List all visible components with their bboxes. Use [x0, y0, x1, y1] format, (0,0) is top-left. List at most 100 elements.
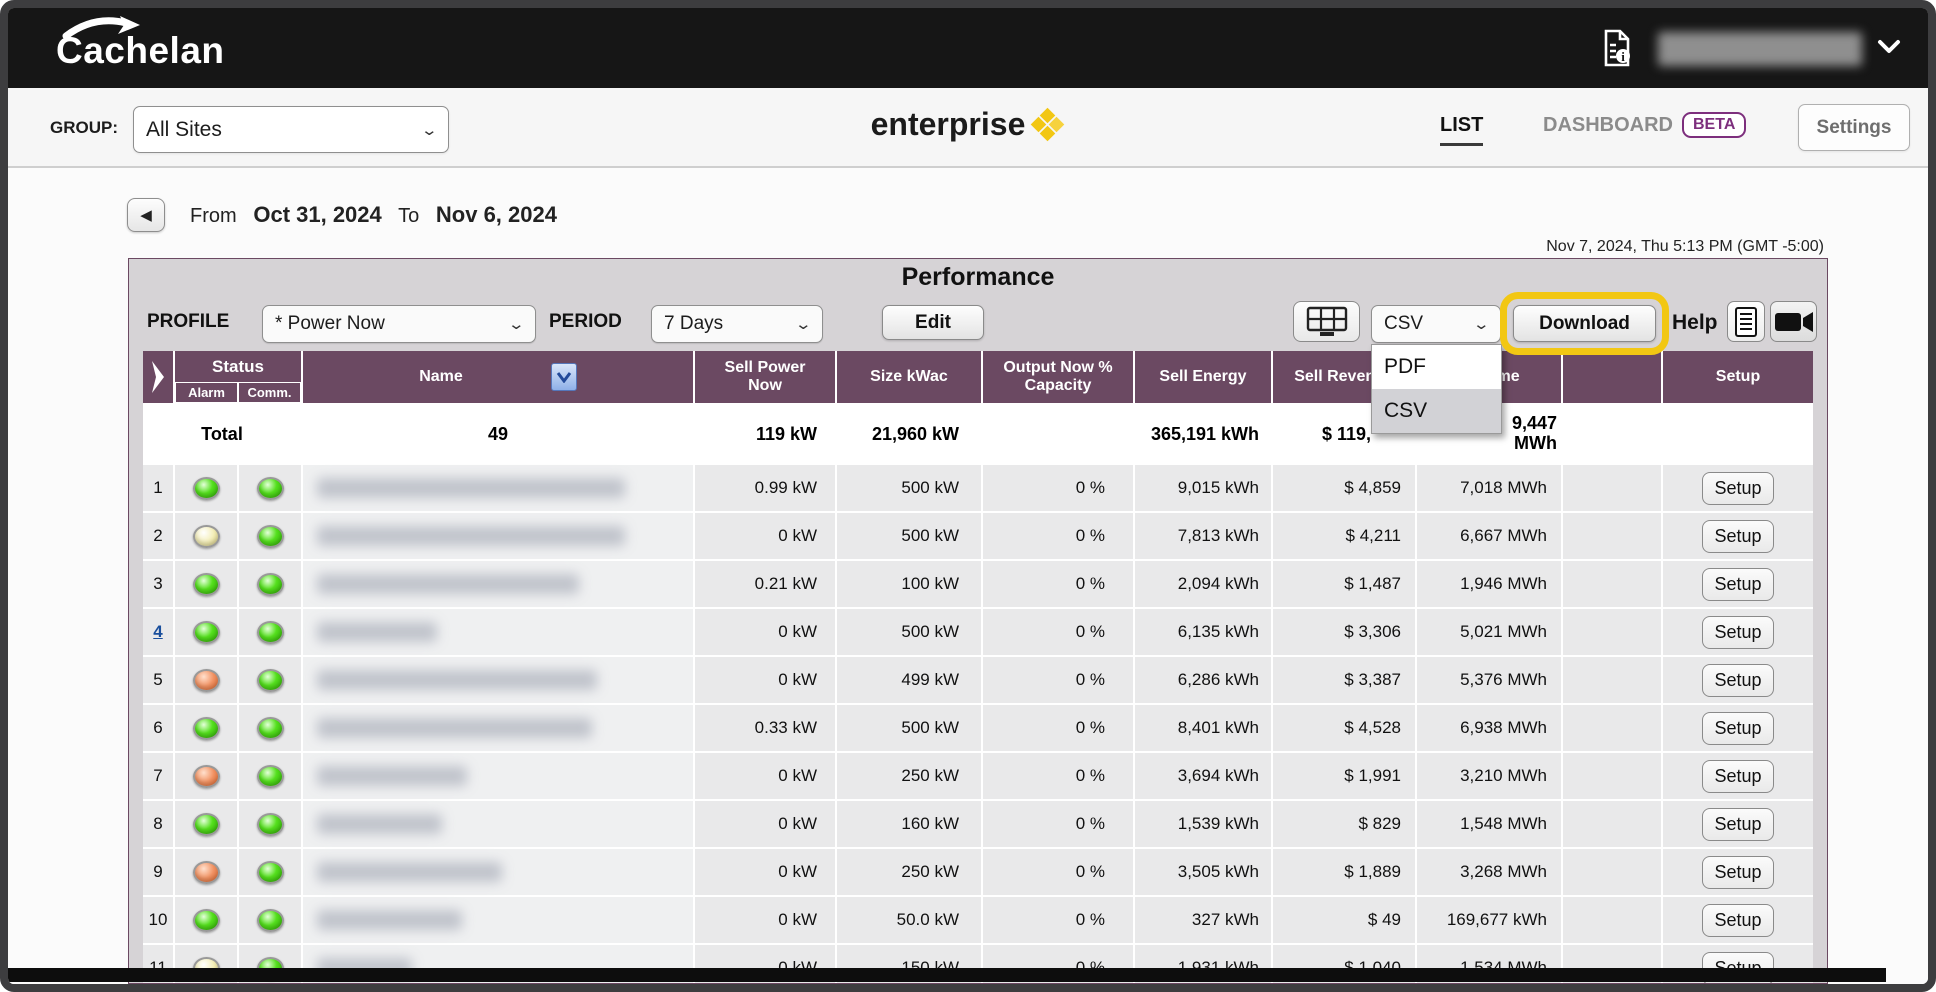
site-name-redacted[interactable] — [303, 753, 693, 799]
tab-dashboard[interactable]: DASHBOARD — [1543, 114, 1673, 136]
cell-size-kwac: 100 kW — [837, 561, 981, 607]
column-header-name[interactable]: Name — [303, 351, 693, 403]
setup-button[interactable]: Setup — [1702, 903, 1774, 937]
comm-led-green — [256, 572, 284, 596]
help-video-button[interactable] — [1770, 301, 1817, 342]
redacted-name-blur — [317, 574, 579, 594]
cell-blank — [1563, 465, 1661, 511]
cell-size-kwac: 500 kW — [837, 465, 981, 511]
site-name-redacted[interactable] — [303, 801, 693, 847]
cell-output-now-capacity: 0 % — [983, 465, 1133, 511]
cell-lifetime: 6,667 MWh — [1417, 513, 1561, 559]
column-header-setup[interactable]: Setup — [1663, 351, 1813, 403]
row-number-link[interactable]: 4 — [153, 622, 163, 641]
column-header-expand[interactable] — [143, 351, 173, 403]
setup-button[interactable]: Setup — [1702, 519, 1774, 553]
site-name-redacted[interactable] — [303, 705, 693, 751]
row-number[interactable]: 4 — [143, 609, 173, 655]
tab-list[interactable]: LIST — [1440, 114, 1484, 146]
site-name-redacted[interactable] — [303, 849, 693, 895]
download-button[interactable]: Download — [1513, 305, 1656, 342]
cell-output-now-capacity: 0 % — [983, 753, 1133, 799]
setup-button[interactable]: Setup — [1702, 567, 1774, 601]
previous-period-button[interactable]: ◀ — [127, 198, 165, 232]
alarm-status-cell — [175, 513, 237, 559]
from-label: From — [190, 205, 237, 227]
period-select-value: 7 Days — [664, 313, 724, 334]
profile-select[interactable]: * Power Now ⌄ — [262, 305, 536, 343]
column-header-alarm[interactable]: Alarm — [175, 382, 238, 403]
alarm-led-green — [192, 476, 220, 500]
document-info-icon[interactable]: i — [1602, 28, 1632, 73]
cell-size-kwac: 500 kW — [837, 705, 981, 751]
account-chevron-down-icon[interactable] — [1876, 38, 1902, 61]
site-name-redacted[interactable] — [303, 465, 693, 511]
setup-button[interactable]: Setup — [1702, 471, 1774, 505]
group-select-value: All Sites — [146, 117, 222, 141]
setup-button[interactable]: Setup — [1702, 759, 1774, 793]
column-header-comm[interactable]: Comm. — [238, 382, 301, 403]
cell-blank — [1563, 849, 1661, 895]
setup-button[interactable]: Setup — [1702, 807, 1774, 841]
cell-blank — [1563, 753, 1661, 799]
cell-sell-revenue: $ 49 — [1273, 897, 1415, 943]
download-format-select[interactable]: CSV ⌄ — [1371, 305, 1501, 343]
redacted-name-blur — [317, 910, 462, 930]
row-number: 2 — [143, 513, 173, 559]
from-date[interactable]: Oct 31, 2024 — [253, 202, 382, 227]
grid-view-button[interactable] — [1293, 301, 1360, 342]
settings-button[interactable]: Settings — [1798, 104, 1910, 151]
video-camera-icon — [1774, 311, 1813, 332]
cell-lifetime: 5,021 MWh — [1417, 609, 1561, 655]
site-name-redacted[interactable] — [303, 609, 693, 655]
cell-sell-revenue: $ 3,306 — [1273, 609, 1415, 655]
redacted-name-blur — [317, 814, 442, 834]
enterprise-wordmark: enterprise — [870, 106, 1026, 142]
cell-size-kwac: 250 kW — [837, 849, 981, 895]
cell-size-kwac: 250 kW — [837, 753, 981, 799]
download-format-menu: PDF CSV — [1371, 344, 1502, 434]
cell-sell-revenue: $ 829 — [1273, 801, 1415, 847]
setup-button[interactable]: Setup — [1702, 615, 1774, 649]
cell-blank — [1563, 561, 1661, 607]
cell-lifetime: 1,548 MWh — [1417, 801, 1561, 847]
account-name-redacted[interactable] — [1658, 32, 1862, 66]
site-name-redacted[interactable] — [303, 561, 693, 607]
cell-sell-energy: 3,694 kWh — [1135, 753, 1271, 799]
column-header-sell-power[interactable]: Sell Power Now — [695, 351, 835, 403]
to-date[interactable]: Nov 6, 2024 — [435, 202, 557, 227]
comm-led-green — [256, 476, 284, 500]
comm-led-green — [256, 668, 284, 692]
cell-sell-power-now: 0 kW — [695, 897, 835, 943]
sort-dropdown-icon[interactable] — [550, 363, 577, 391]
group-select[interactable]: All Sites ⌄ — [133, 106, 449, 153]
site-name-redacted[interactable] — [303, 513, 693, 559]
edit-button[interactable]: Edit — [882, 305, 984, 340]
cell-output-now-capacity: 0 % — [983, 609, 1133, 655]
cell-sell-power-now: 0 kW — [695, 753, 835, 799]
column-header-energy[interactable]: Sell Energy — [1135, 351, 1271, 403]
cell-output-now-capacity: 0 % — [983, 849, 1133, 895]
comm-status-cell — [239, 897, 301, 943]
site-name-redacted[interactable] — [303, 897, 693, 943]
alarm-status-cell — [175, 849, 237, 895]
cell-sell-power-now: 0 kW — [695, 609, 835, 655]
cell-setup: Setup — [1663, 657, 1813, 703]
total-sell-power: 119 kW — [695, 405, 835, 463]
cell-output-now-capacity: 0 % — [983, 657, 1133, 703]
column-header-output[interactable]: Output Now % Capacity — [983, 351, 1133, 403]
menu-item-csv[interactable]: CSV — [1372, 389, 1501, 433]
help-document-button[interactable] — [1727, 301, 1765, 342]
comm-status-cell — [239, 753, 301, 799]
setup-button[interactable]: Setup — [1702, 711, 1774, 745]
alarm-status-cell — [175, 465, 237, 511]
site-name-redacted[interactable] — [303, 657, 693, 703]
period-select[interactable]: 7 Days ⌄ — [651, 305, 823, 343]
cell-setup: Setup — [1663, 801, 1813, 847]
alarm-led-green — [192, 716, 220, 740]
setup-button[interactable]: Setup — [1702, 855, 1774, 889]
menu-item-pdf[interactable]: PDF — [1372, 345, 1501, 389]
column-header-size[interactable]: Size kWac — [837, 351, 981, 403]
total-setup — [1663, 405, 1813, 463]
setup-button[interactable]: Setup — [1702, 663, 1774, 697]
